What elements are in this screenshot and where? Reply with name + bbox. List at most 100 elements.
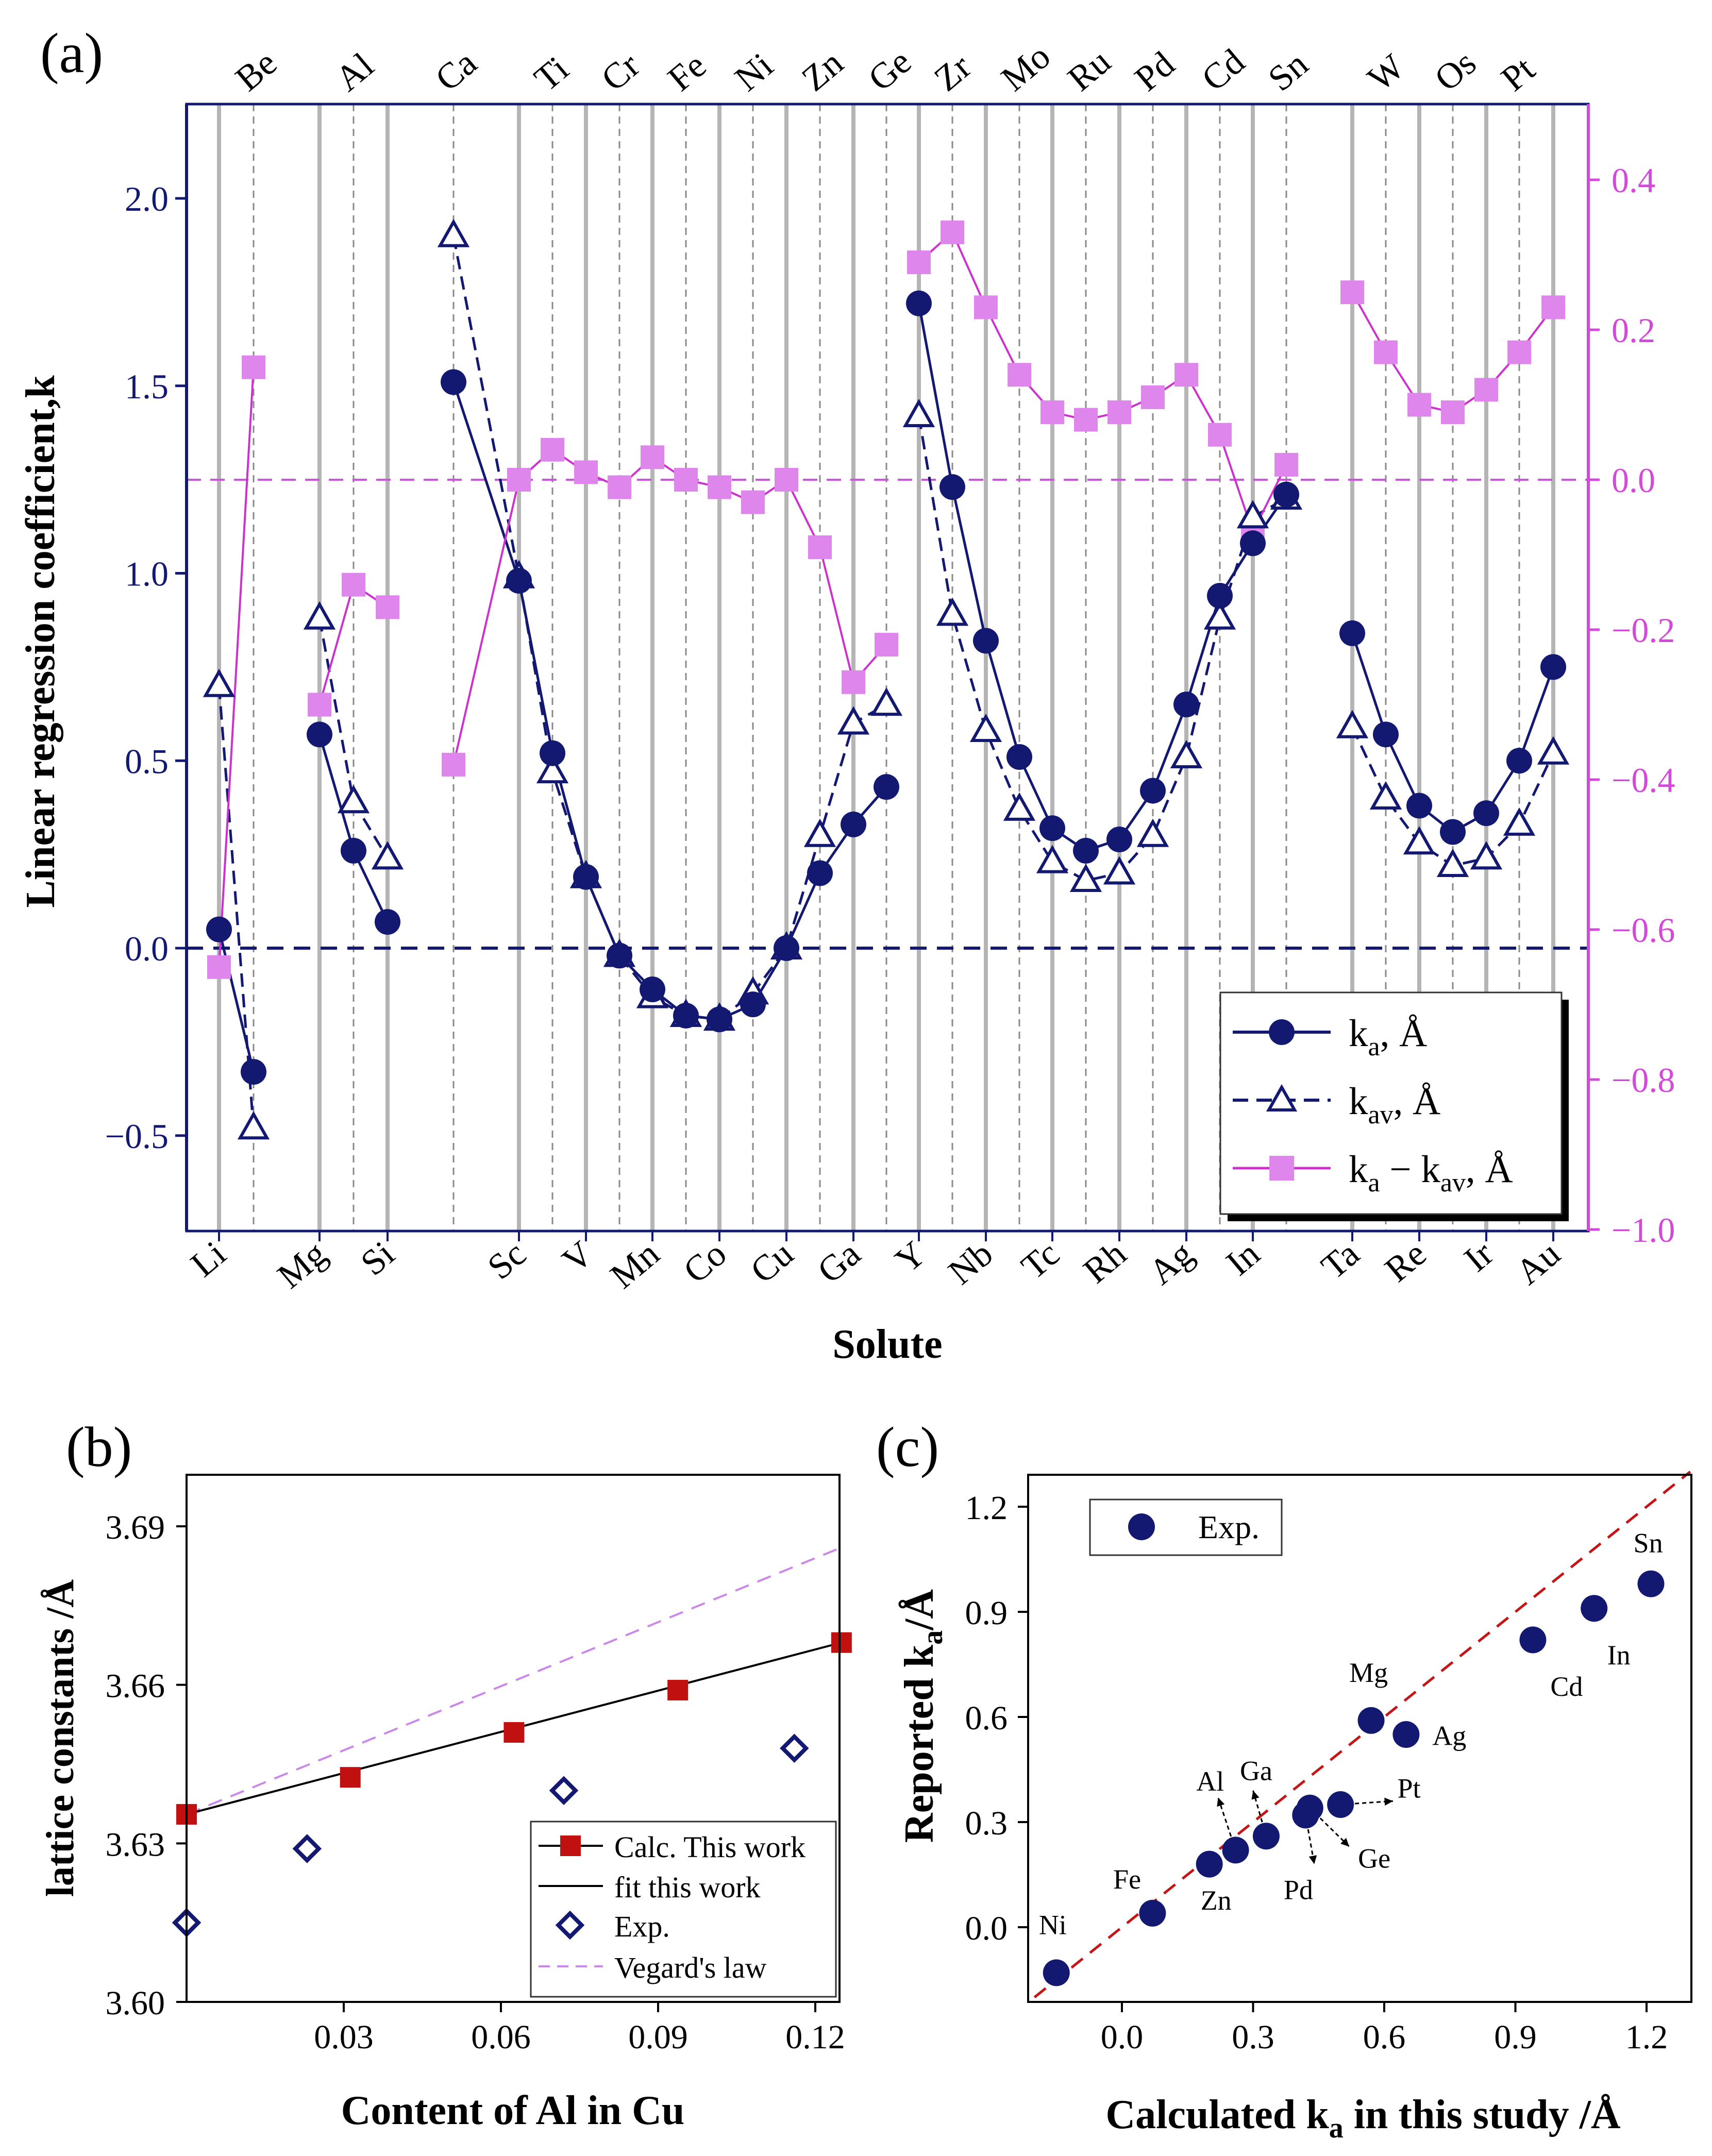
c-point-label-ag: Ag	[1432, 1720, 1466, 1751]
a-ka-point-ta	[1339, 620, 1365, 646]
a-ka-point-ca	[441, 369, 466, 395]
a-ka-point-zr	[939, 474, 965, 500]
a-diff-line-group-3	[918, 230, 1287, 535]
a-diff-point-mn	[641, 445, 664, 469]
a-legend-diff-label: ka − kav, Å	[1349, 1148, 1513, 1198]
a-ka-point-ir	[1473, 800, 1499, 827]
a-top-label-ru: Ru	[1061, 42, 1118, 99]
a-left-tick-label: 0.5	[125, 742, 169, 781]
a-ka-point-al	[341, 837, 366, 864]
a-kav-line-group-0	[217, 685, 255, 1128]
c-point-label-ga: Ga	[1240, 1755, 1272, 1786]
a-kav-point-y	[902, 398, 935, 427]
c-legend-exp-marker	[1128, 1513, 1155, 1540]
a-diff-point-ir	[1474, 378, 1498, 402]
c-point-label-mg: Mg	[1349, 1657, 1388, 1688]
c-point-ge	[1296, 1794, 1323, 1822]
a-legend-ka-label: ka, Å	[1349, 1012, 1427, 1062]
c-y-tick-label: 0.0	[965, 1910, 1008, 1947]
a-diff-point-ge	[875, 633, 898, 657]
a-bottom-label-si: Si	[354, 1234, 402, 1284]
a-kav-point-li	[203, 668, 236, 697]
a-top-label-ca: Ca	[428, 43, 484, 99]
a-ka-point-ga	[841, 811, 866, 837]
a-ka-point-ag	[1173, 692, 1199, 718]
a-kav-point-pt	[1503, 807, 1536, 836]
panel-a-label: (a)	[40, 22, 103, 85]
b-y-tick-label: 3.69	[106, 1509, 165, 1546]
a-ka-point-ti	[540, 740, 565, 766]
a-right-tick-label: −1.0	[1612, 1210, 1675, 1250]
a-top-label-be: Be	[228, 43, 284, 99]
c-point-label-zn: Zn	[1201, 1885, 1232, 1916]
b-x-tick-label: 0.09	[628, 2018, 688, 2056]
c-point-cd	[1519, 1626, 1547, 1654]
c-point-label-fe: Fe	[1113, 1864, 1141, 1895]
a-right-tick-label: −0.8	[1612, 1060, 1675, 1100]
c-arrowhead-pd	[1308, 1855, 1317, 1864]
a-bottom-label-ta: Ta	[1314, 1234, 1367, 1287]
a-kav-point-in	[1236, 500, 1269, 529]
c-point-label-sn: Sn	[1634, 1527, 1663, 1558]
c-y-tick-label: 0.9	[965, 1594, 1008, 1632]
a-diff-point-au	[1541, 295, 1565, 319]
a-diff-point-ni	[741, 490, 765, 514]
c-arrowhead-pt	[1384, 1797, 1393, 1806]
a-diff-point-ga	[842, 670, 865, 694]
a-top-label-cd: Cd	[1195, 42, 1252, 99]
a-bottom-label-li: Li	[183, 1234, 233, 1285]
a-ka-point-in	[1240, 530, 1266, 557]
c-point-zn	[1196, 1850, 1223, 1878]
a-ka-point-co	[707, 1006, 732, 1033]
a-diff-point-ti	[541, 437, 564, 462]
a-kav-point-mo	[1003, 792, 1036, 821]
a-diff-point-ta	[1340, 280, 1364, 305]
a-legend-kav-label: kav, Å	[1349, 1080, 1440, 1130]
a-bottom-label-co: Co	[676, 1234, 734, 1291]
a-kav-point-ge	[870, 687, 903, 716]
a-series	[203, 218, 1570, 1140]
a-bottom-label-nb: Nb	[941, 1234, 1000, 1292]
a-ka-point-y	[906, 290, 932, 316]
a-diff-point-re	[1407, 393, 1431, 417]
a-bottom-label-y: Y	[888, 1234, 933, 1281]
a-kav-point-nb	[969, 713, 1002, 743]
a-diff-point-be	[242, 355, 265, 379]
a-kav-point-ca	[437, 218, 470, 247]
a-diff-point-tc	[1040, 400, 1064, 425]
a-ka-point-os	[1440, 819, 1466, 845]
a-kav-point-tc	[1036, 845, 1069, 873]
c-point-label-in: In	[1607, 1640, 1631, 1671]
a-diff-point-rh	[1107, 400, 1131, 425]
c-point-pt	[1327, 1791, 1354, 1818]
b-x-axis-label: Content of Al in Cu	[341, 2088, 685, 2133]
a-bottom-label-ag: Ag	[1142, 1234, 1201, 1292]
a-kav-point-al	[337, 785, 370, 814]
a-x-axis-label: Solute	[832, 1322, 942, 1367]
a-diff-point-ru	[1074, 408, 1098, 432]
a-ka-line-group-3	[917, 303, 1288, 852]
c-point-ag	[1392, 1721, 1420, 1748]
c-plot-frame	[1027, 1474, 1692, 2003]
a-ka-point-w	[1373, 721, 1399, 748]
c-x-tick-label: 1.2	[1625, 2018, 1668, 2056]
a-ka-point-rh	[1106, 827, 1132, 853]
panel-c-label: (c)	[876, 1416, 939, 1478]
a-top-label-al: Al	[328, 45, 381, 99]
a-kav-point-si	[371, 841, 404, 870]
b-legend-calc-label: Calc. This work	[614, 1830, 805, 1864]
a-right-tick-label: 0.2	[1612, 311, 1655, 350]
a-ka-point-cu	[774, 935, 799, 961]
a-bottom-label-rh: Rh	[1076, 1234, 1134, 1291]
c-arrowhead-ga	[1251, 1790, 1260, 1800]
c-diagonal-line	[1033, 1471, 1691, 1998]
panel-a: (a) −0.5 0.0 0.5 1.0 1.5 2.0 −1.0 −0.8 −0.6 −0.4 −…	[18, 22, 1675, 1367]
a-left-tick-label: −0.5	[105, 1117, 169, 1156]
a-kav-line-group-3	[917, 415, 1287, 882]
a-top-label-ti: Ti	[527, 49, 576, 99]
a-left-tick-label: 1.5	[125, 367, 169, 406]
c-point-sn	[1637, 1570, 1665, 1597]
c-axis-ticks: 0.0 0.0 0.3 0.3 0.6 0.6 0.9 0.9 1.2 1.2	[965, 1489, 1668, 2056]
a-ka-point-pt	[1506, 748, 1532, 774]
